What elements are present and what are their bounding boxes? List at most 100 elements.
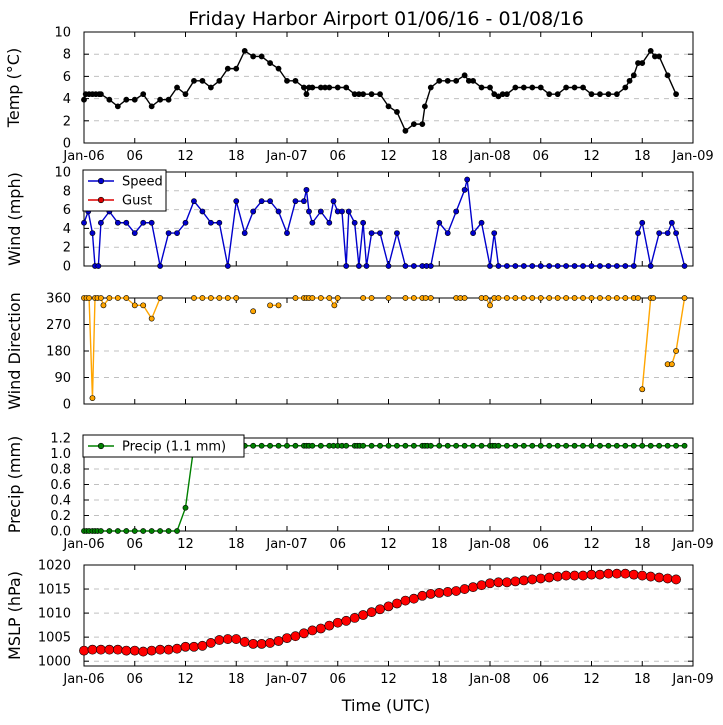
mslp-data-point — [332, 617, 343, 628]
direction-data-point — [571, 295, 578, 301]
wind-data-point — [537, 263, 544, 269]
temp-data-point — [326, 84, 333, 91]
mslp-data-point — [620, 568, 631, 579]
direction-y-axis-label: Wind Direction — [5, 292, 24, 410]
wind-data-point — [303, 186, 310, 193]
mslp-data-point — [358, 610, 369, 620]
mslp-axes-frame — [83, 564, 694, 667]
temp-data-point — [334, 84, 341, 91]
mslp-data-point — [383, 601, 394, 612]
precip-data-point — [250, 442, 257, 449]
temp-data-point — [613, 91, 620, 98]
wind-data-point — [339, 208, 345, 215]
temp-xtick-label: 06 — [126, 149, 143, 164]
wind-data-point — [343, 263, 350, 269]
temp-data-point — [199, 77, 206, 84]
mslp-ytick-label: 1005 — [38, 631, 71, 646]
precip-data-point — [656, 442, 663, 449]
wind-data-point — [216, 219, 223, 226]
temp-data-point — [258, 53, 265, 60]
temp-data-point — [647, 47, 654, 54]
wind-data-point — [385, 263, 392, 269]
mslp-data-point — [231, 634, 242, 644]
mslp-xtick-label: Jan-06 — [62, 672, 104, 687]
wind-data-point — [512, 263, 519, 269]
temp-data-point — [233, 65, 240, 72]
mslp-data-point — [586, 569, 597, 580]
wind-data-point — [571, 263, 578, 269]
direction-data-point — [360, 295, 367, 301]
temp-series-line — [83, 49, 677, 132]
temp-data-point — [284, 77, 290, 84]
wind-data-point — [89, 230, 96, 236]
wind-data-point — [326, 219, 333, 226]
mslp-xtick-label: 18 — [634, 672, 651, 687]
direction-data-point — [292, 295, 299, 301]
direction-data-point — [597, 295, 603, 301]
precip-xtick-label: 18 — [431, 537, 448, 552]
precip-xtick-label: Jan-07 — [265, 537, 307, 552]
wind-data-point — [546, 263, 553, 269]
wind-data-point — [301, 198, 307, 205]
mslp-data-point — [408, 593, 419, 604]
precip-data-point — [157, 528, 164, 534]
precip-data-point — [639, 442, 646, 449]
precip-data-point — [504, 442, 510, 449]
wind-data-point — [520, 263, 527, 269]
precip-data-point — [402, 442, 409, 449]
mslp-data-point — [400, 595, 411, 606]
precip-data-point — [588, 442, 595, 449]
direction-data-point — [385, 295, 392, 301]
mslp-data-point — [146, 645, 157, 656]
mslp-data-point — [79, 645, 89, 656]
wind-data-point — [306, 208, 312, 215]
temp-data-point — [630, 72, 637, 79]
precip-data-point — [140, 528, 147, 534]
precip-data-point — [368, 442, 375, 449]
direction-data-point — [317, 295, 324, 301]
wind-data-point — [275, 208, 282, 215]
precip-legend: Precip (1.1 mm) — [82, 434, 245, 458]
wind-data-point — [444, 230, 451, 236]
temp-data-point — [664, 72, 671, 79]
precip-data-point — [267, 442, 273, 449]
direction-data-point — [635, 295, 641, 301]
direction-data-point — [199, 295, 206, 301]
wind-data-point — [330, 198, 337, 205]
direction-data-point — [529, 295, 536, 301]
mslp-data-point — [299, 628, 309, 639]
precip-data-point — [377, 442, 383, 449]
wind-data-point — [402, 263, 409, 269]
direction-data-point — [482, 295, 489, 301]
chart-title: Friday Harbor Airport 01/06/16 - 01/08/1… — [188, 8, 584, 30]
mslp-data-point — [535, 573, 546, 584]
temp-xtick-label: 06 — [329, 149, 346, 164]
temp-data-point — [81, 96, 87, 103]
direction-data-point — [554, 295, 561, 301]
temp-xtick-label: Jan-08 — [468, 149, 510, 164]
wind-data-point — [630, 263, 637, 269]
mslp-data-point — [451, 586, 462, 596]
temp-data-point — [436, 77, 443, 84]
mslp-xtick-label: 18 — [431, 672, 448, 687]
temp-data-point — [301, 84, 307, 91]
wind-data-point — [98, 219, 104, 226]
mslp-data-point — [654, 572, 665, 583]
temp-data-point — [148, 103, 155, 110]
wind-data-point — [487, 263, 493, 269]
precip-data-point — [478, 442, 485, 449]
wind-data-point — [148, 219, 155, 226]
mslp-data-point — [527, 574, 538, 585]
wind-data-point — [613, 263, 620, 269]
wind-data-point — [191, 198, 197, 205]
temp-data-point — [487, 84, 493, 91]
temp-data-point — [512, 84, 519, 91]
mslp-xtick-label: 06 — [329, 672, 346, 687]
direction-data-point — [331, 302, 338, 309]
direction-data-point — [639, 386, 646, 393]
wind-legend-label: Speed — [122, 175, 163, 190]
precip-xtick-label: Jan-06 — [62, 537, 104, 552]
wind-data-point — [491, 230, 498, 236]
direction-data-point — [275, 302, 282, 309]
precip-data-point — [131, 528, 138, 534]
